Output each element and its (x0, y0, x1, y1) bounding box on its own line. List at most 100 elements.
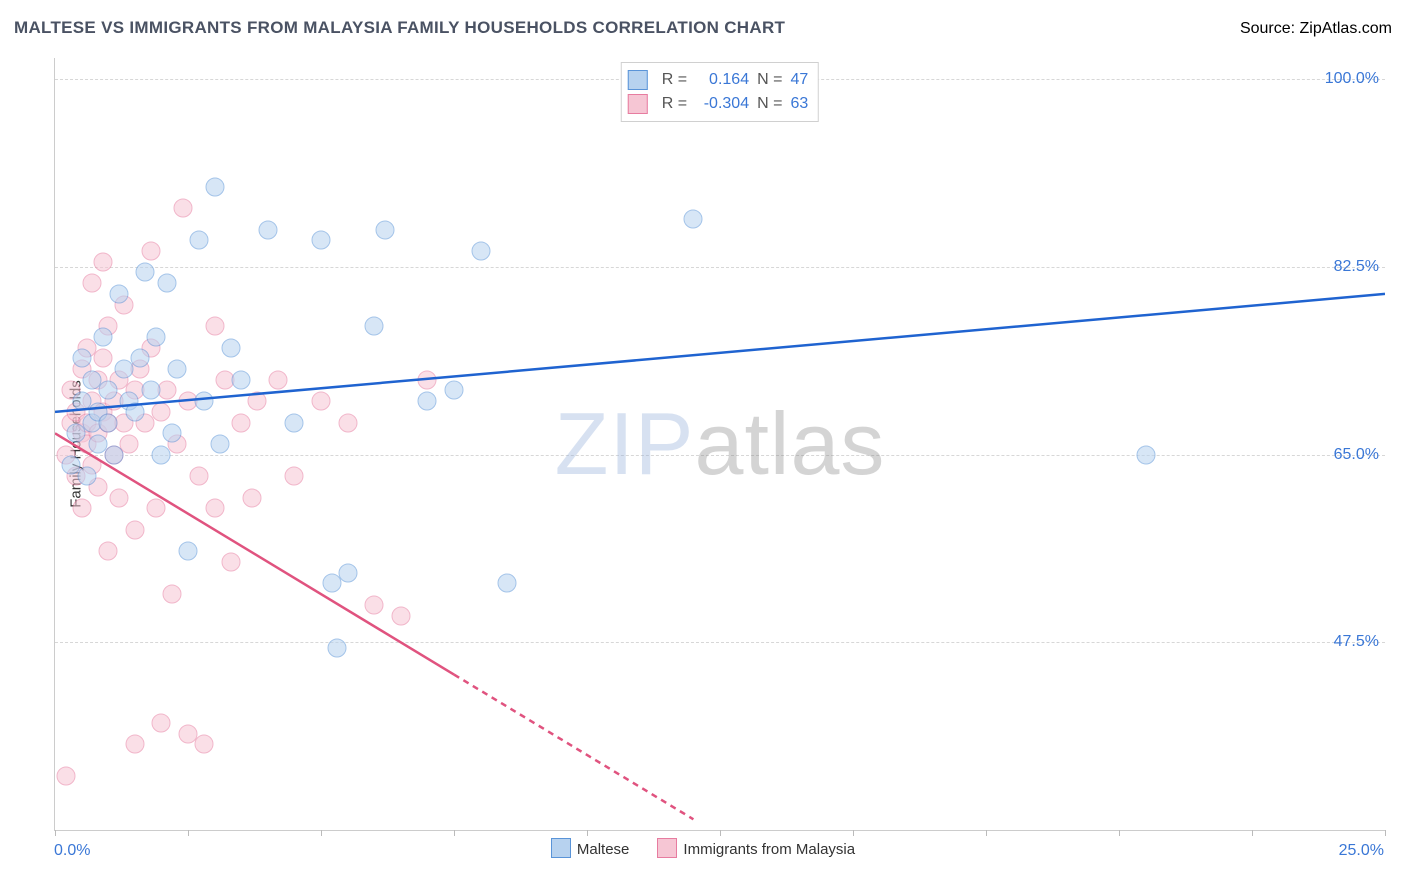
data-point (163, 585, 182, 604)
data-point (232, 413, 251, 432)
data-point (194, 392, 213, 411)
data-point (109, 284, 128, 303)
swatch-maltese (628, 70, 648, 90)
y-tick-label: 47.5% (1334, 633, 1379, 651)
data-point (338, 563, 357, 582)
trend-lines (55, 58, 1385, 830)
data-point (498, 574, 517, 593)
data-point (418, 370, 437, 389)
data-point (93, 252, 112, 271)
data-point (93, 327, 112, 346)
data-point (221, 338, 240, 357)
y-tick-label: 65.0% (1334, 446, 1379, 464)
data-point (205, 177, 224, 196)
x-tick (587, 830, 588, 836)
plot-area: ZIPatlas R = 0.164 N = 47 R = -0.304 N =… (54, 58, 1385, 831)
x-tick (720, 830, 721, 836)
data-point (1136, 445, 1155, 464)
data-point (147, 499, 166, 518)
x-tick (853, 830, 854, 836)
y-tick-label: 82.5% (1334, 258, 1379, 276)
data-point (418, 392, 437, 411)
data-point (173, 199, 192, 218)
watermark: ZIPatlas (555, 393, 886, 495)
x-tick (55, 830, 56, 836)
data-point (141, 381, 160, 400)
data-point (258, 220, 277, 239)
data-point (248, 392, 267, 411)
data-point (391, 606, 410, 625)
data-point (232, 370, 251, 389)
data-point (131, 349, 150, 368)
correlation-stats-box: R = 0.164 N = 47 R = -0.304 N = 63 (621, 62, 819, 122)
x-tick (1119, 830, 1120, 836)
x-tick (1385, 830, 1386, 836)
data-point (471, 242, 490, 261)
x-tick (188, 830, 189, 836)
swatch-malaysia (628, 94, 648, 114)
x-tick (1252, 830, 1253, 836)
data-point (210, 435, 229, 454)
data-point (269, 370, 288, 389)
data-point (684, 209, 703, 228)
data-point (445, 381, 464, 400)
swatch-malaysia (657, 838, 677, 858)
data-point (141, 242, 160, 261)
x-tick (986, 830, 987, 836)
data-point (285, 467, 304, 486)
data-point (152, 445, 171, 464)
data-point (152, 713, 171, 732)
legend: Maltese Immigrants from Malaysia (0, 838, 1406, 858)
data-point (205, 317, 224, 336)
data-point (189, 467, 208, 486)
data-point (375, 220, 394, 239)
data-point (189, 231, 208, 250)
data-point (125, 402, 144, 421)
data-point (242, 488, 261, 507)
data-point (99, 413, 118, 432)
stats-row-maltese: R = 0.164 N = 47 (628, 68, 808, 92)
data-point (109, 488, 128, 507)
gridline (55, 455, 1385, 456)
data-point (338, 413, 357, 432)
gridline (55, 642, 1385, 643)
data-point (99, 542, 118, 561)
gridline (55, 267, 1385, 268)
swatch-maltese (551, 838, 571, 858)
legend-item-maltese: Maltese (551, 838, 630, 858)
y-tick-label: 100.0% (1325, 70, 1379, 88)
data-point (72, 499, 91, 518)
data-point (163, 424, 182, 443)
data-point (99, 381, 118, 400)
data-point (365, 317, 384, 336)
chart-title: MALTESE VS IMMIGRANTS FROM MALAYSIA FAMI… (14, 18, 785, 38)
data-point (168, 359, 187, 378)
data-point (205, 499, 224, 518)
x-tick (454, 830, 455, 836)
data-point (77, 467, 96, 486)
data-point (93, 349, 112, 368)
data-point (194, 735, 213, 754)
stats-row-malaysia: R = -0.304 N = 63 (628, 92, 808, 116)
data-point (125, 520, 144, 539)
data-point (72, 349, 91, 368)
data-point (125, 735, 144, 754)
source-label: Source: ZipAtlas.com (1240, 20, 1392, 38)
data-point (179, 542, 198, 561)
data-point (221, 552, 240, 571)
data-point (312, 231, 331, 250)
data-point (152, 402, 171, 421)
data-point (157, 274, 176, 293)
legend-item-malaysia: Immigrants from Malaysia (657, 838, 855, 858)
data-point (136, 263, 155, 282)
data-point (104, 445, 123, 464)
x-tick (321, 830, 322, 836)
data-point (56, 767, 75, 786)
data-point (120, 435, 139, 454)
data-point (83, 274, 102, 293)
data-point (147, 327, 166, 346)
data-point (365, 595, 384, 614)
data-point (285, 413, 304, 432)
data-point (312, 392, 331, 411)
data-point (327, 638, 346, 657)
